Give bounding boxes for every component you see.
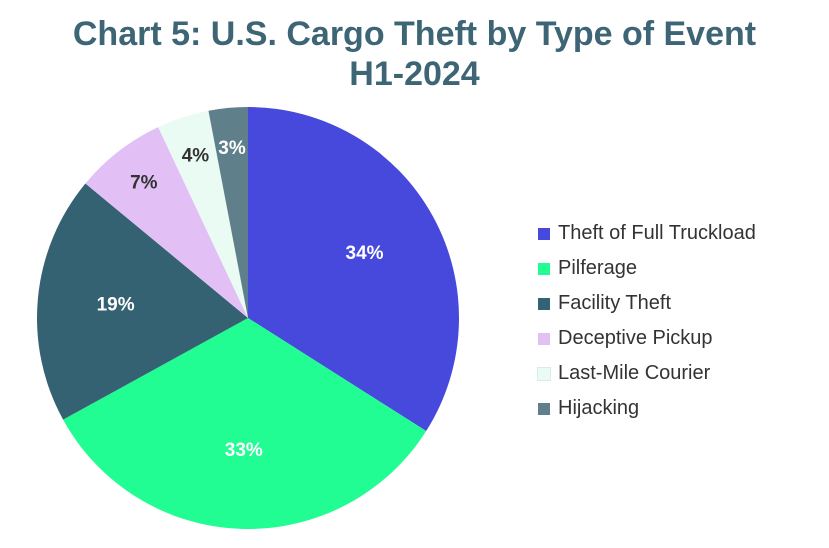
chart-title: Chart 5: U.S. Cargo Theft by Type of Eve…	[0, 14, 829, 94]
legend-item-3: Facility Theft	[538, 286, 756, 321]
pie-slice-3	[37, 183, 249, 420]
pie-slice-label-3: 19%	[97, 294, 135, 315]
legend-label-5: Last-Mile Courier	[558, 362, 711, 384]
pie-slice-4	[85, 127, 248, 319]
legend-swatch-1	[538, 227, 550, 240]
chart-title-line: Chart 5: U.S. Cargo Theft by Type of Eve…	[72, 15, 757, 53]
legend-item-6: Hijacking	[538, 391, 756, 426]
legend-item-1: Theft of Full Truckload	[538, 216, 756, 251]
pie-slice-6	[208, 107, 248, 318]
legend-swatch-6	[538, 402, 550, 415]
legend-swatch-5	[537, 366, 551, 381]
pie-slice-label-6: 3%	[218, 138, 246, 159]
pie-slice-label-5: 4%	[182, 145, 210, 166]
legend-label-4: Deceptive Pickup	[558, 327, 713, 349]
pie-slice-5	[158, 110, 248, 318]
legend-label-3: Facility Theft	[558, 292, 671, 314]
pie-slice-1	[248, 107, 459, 432]
pie-slice-label-2: 33%	[225, 440, 263, 461]
legend-item-2: Pilferage	[538, 251, 756, 286]
legend-item-4: Deceptive Pickup	[538, 321, 756, 356]
legend-swatch-4	[538, 332, 550, 345]
pie-slice-2	[63, 318, 427, 529]
legend-label-1: Theft of Full Truckload	[558, 222, 756, 244]
chart-subtitle: H1-2024	[349, 55, 480, 93]
pie-slice-label-4: 7%	[130, 173, 158, 194]
legend-swatch-3	[538, 297, 550, 310]
legend-item-5: Last-Mile Courier	[537, 356, 756, 391]
chart-legend: Theft of Full Truckload Pilferage Facility…	[537, 216, 756, 426]
legend-label-6: Hijacking	[558, 397, 640, 419]
legend-swatch-2	[538, 262, 550, 275]
legend-label-2: Pilferage	[558, 257, 637, 279]
pie-slice-label-1: 34%	[346, 243, 384, 264]
